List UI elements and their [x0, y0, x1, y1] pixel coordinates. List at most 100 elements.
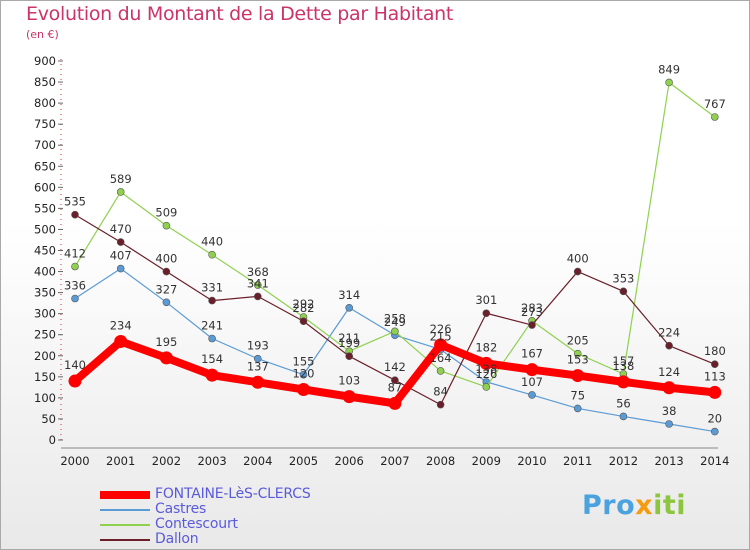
data-point — [619, 287, 628, 296]
proxiti-logo: Proxiti — [582, 490, 686, 521]
data-point — [299, 317, 308, 326]
y-tick-label: 600 — [34, 180, 56, 194]
data-point — [436, 400, 445, 409]
data-label: 400 — [155, 252, 177, 266]
data-point — [391, 376, 399, 385]
x-tick-label: 2000 — [60, 454, 89, 468]
y-tick-label: 500 — [34, 222, 56, 236]
data-point — [116, 238, 125, 246]
data-label: 767 — [704, 97, 726, 111]
legend-swatch — [100, 491, 150, 499]
data-point — [114, 334, 128, 348]
data-label: 211 — [338, 331, 360, 345]
data-label: 56 — [616, 396, 631, 410]
data-label: 234 — [110, 318, 132, 332]
data-point — [482, 309, 491, 318]
data-label: 138 — [475, 362, 497, 376]
data-labels: 336 407 327 241 193 155 314 249 215 138 107 75 56 38 2… — [64, 62, 726, 425]
data-point — [253, 354, 262, 363]
x-tick-label: 2012 — [609, 454, 638, 468]
data-label: 226 — [430, 322, 452, 336]
y-tick-label: 150 — [34, 370, 56, 384]
data-point — [665, 420, 673, 428]
data-label: 241 — [201, 319, 223, 333]
data-label: 283 — [521, 301, 543, 315]
data-point — [436, 367, 445, 375]
y-tick-label: 200 — [34, 349, 56, 363]
data-point — [571, 369, 585, 383]
data-point — [619, 412, 628, 421]
data-point — [573, 349, 582, 358]
data-label: 249 — [384, 315, 406, 329]
data-label: 400 — [567, 252, 589, 266]
data-point — [479, 356, 493, 370]
data-label: 336 — [64, 279, 86, 293]
y-tick-label: 250 — [34, 328, 56, 342]
data-label: 138 — [612, 359, 634, 373]
data-label: 120 — [293, 366, 315, 380]
x-tick-label: 2004 — [243, 454, 272, 468]
data-point — [208, 250, 216, 259]
data-point — [482, 383, 491, 391]
x-tick-label: 2009 — [472, 454, 501, 468]
data-point — [71, 294, 79, 303]
data-point — [528, 321, 536, 329]
data-point — [345, 352, 354, 360]
data-label: 154 — [201, 352, 223, 366]
x-tick-label: 2010 — [517, 454, 546, 468]
data-point — [299, 370, 308, 379]
x-tick-label: 2007 — [380, 454, 409, 468]
data-label: 258 — [384, 311, 406, 325]
x-tick-label: 2011 — [563, 454, 592, 468]
y-tick-label: 650 — [34, 159, 56, 173]
data-label: 126 — [475, 367, 497, 381]
data-label: 327 — [155, 282, 177, 296]
data-point — [162, 267, 171, 276]
logo-part2: x — [635, 490, 654, 521]
legend-label: Contescourt — [155, 516, 238, 532]
x-tick-label: 2008 — [426, 454, 455, 468]
data-label: 153 — [567, 353, 589, 367]
data-label: 195 — [155, 335, 177, 349]
series-layer — [68, 78, 722, 436]
data-label: 282 — [293, 301, 315, 315]
y-tick-label: 750 — [34, 117, 56, 131]
axes: 0 50 100 150 200 250 300 350 400 450 500 550 600 650 7… — [34, 54, 729, 468]
data-label: 215 — [430, 329, 452, 343]
x-tick-label: 2002 — [152, 454, 181, 468]
data-label: 87 — [388, 380, 403, 394]
y-tick-label: 50 — [41, 412, 56, 426]
data-label: 535 — [64, 195, 86, 209]
data-label: 199 — [338, 336, 360, 350]
data-point — [525, 363, 539, 377]
data-label: 180 — [704, 344, 726, 358]
data-point — [208, 334, 216, 343]
data-label: 353 — [612, 271, 634, 285]
x-tick-label: 2001 — [106, 454, 135, 468]
data-point — [159, 351, 173, 365]
x-tick-label: 2014 — [700, 454, 729, 468]
data-label: 407 — [110, 249, 132, 263]
data-label: 84 — [433, 385, 448, 399]
y-tick-label: 0 — [49, 433, 56, 447]
y-tick-label: 550 — [34, 201, 56, 215]
data-label: 509 — [155, 206, 177, 220]
data-label: 849 — [658, 62, 680, 76]
data-point — [68, 374, 82, 388]
y-tick-label: 700 — [34, 138, 56, 152]
data-label: 103 — [338, 374, 360, 388]
y-tick-label: 300 — [34, 307, 56, 321]
data-label: 20 — [707, 412, 722, 426]
legend-label: FONTAINE-LèS-CLERCS — [155, 486, 311, 502]
data-label: 167 — [521, 347, 543, 361]
data-point — [665, 341, 673, 350]
data-label: 182 — [475, 340, 497, 354]
data-label: 142 — [384, 360, 406, 374]
logo-part3: iti — [653, 490, 686, 521]
y-tick-label: 100 — [34, 391, 56, 405]
legend-swatch — [100, 524, 150, 526]
data-label: 140 — [64, 358, 86, 372]
data-label: 341 — [247, 276, 269, 290]
y-tick-label: 800 — [34, 96, 56, 110]
